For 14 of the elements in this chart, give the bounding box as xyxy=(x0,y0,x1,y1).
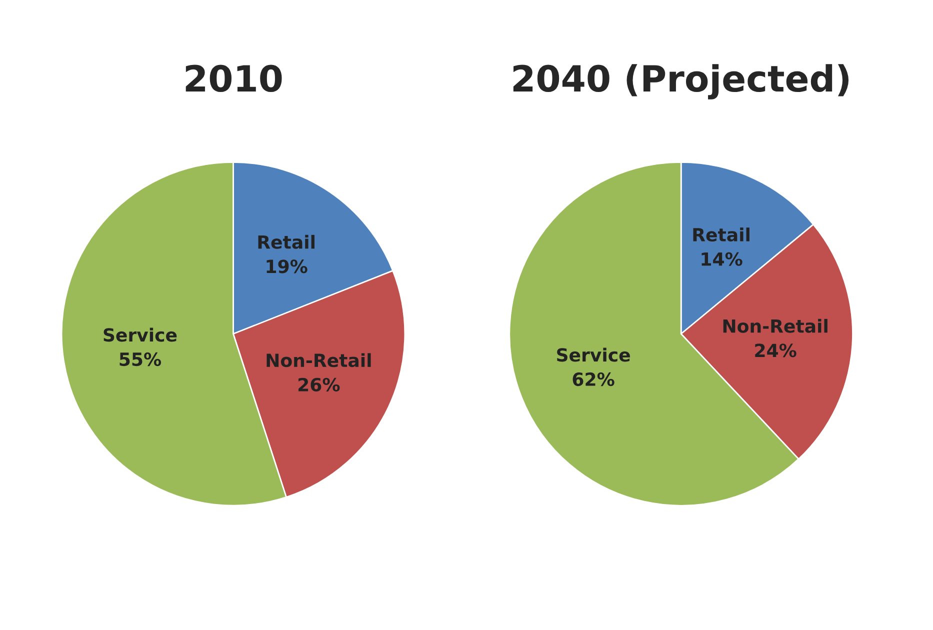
chart-title: 2010 xyxy=(186,64,282,92)
chart-title: 2040 (Projected) xyxy=(513,64,849,100)
slice-label: Service xyxy=(557,348,630,362)
data-label: 55% xyxy=(120,352,162,366)
slice-label: Service xyxy=(104,328,177,342)
data-label: 62% xyxy=(572,372,614,386)
slice-label: Non-Retail xyxy=(266,353,371,368)
slice-label: Retail xyxy=(693,228,750,242)
slice-label: Non-Retail xyxy=(723,318,828,333)
data-label: 14% xyxy=(702,252,742,266)
data-label: 19% xyxy=(266,260,308,274)
data-label: 26% xyxy=(298,378,340,392)
slice-label: Retail xyxy=(258,234,314,249)
data-label: 24% xyxy=(755,344,796,358)
